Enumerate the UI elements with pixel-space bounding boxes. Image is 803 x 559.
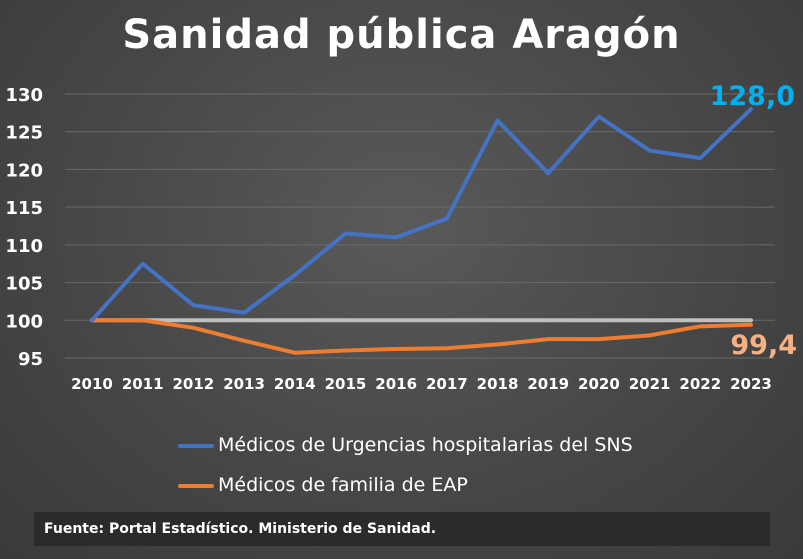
y-tick-label-95: 95: [18, 349, 43, 370]
series-line-familia: [90, 318, 753, 355]
x-tick-label-2022: 2022: [679, 375, 721, 393]
end-label-familia: 99,4: [730, 330, 797, 361]
x-tick-label-2023: 2023: [730, 375, 772, 393]
source-box: Fuente: Portal Estadístico. Ministerio d…: [34, 512, 770, 546]
y-tick-label-110: 110: [5, 236, 43, 257]
x-tick-label-2017: 2017: [426, 375, 468, 393]
chart-title: Sanidad pública Aragón: [122, 12, 681, 58]
y-tick-label-120: 120: [5, 160, 43, 181]
legend-swatch-urgencias: [178, 444, 214, 448]
legend-label-familia: Médicos de familia de EAP: [218, 474, 468, 496]
source-text: Fuente: Portal Estadístico. Ministerio d…: [44, 521, 437, 537]
x-tick-label-2010: 2010: [71, 375, 113, 393]
x-tick-label-2016: 2016: [375, 375, 417, 393]
end-label-urgencias: 128,0: [710, 81, 795, 112]
legend-swatch-familia: [178, 484, 214, 488]
x-tick-label-2013: 2013: [223, 375, 265, 393]
x-tick-label-2020: 2020: [578, 375, 620, 393]
x-tick-label-2011: 2011: [122, 375, 164, 393]
legend-label-urgencias: Médicos de Urgencias hospitalarias del S…: [218, 434, 633, 456]
y-tick-label-105: 105: [5, 274, 43, 295]
x-tick-label-2021: 2021: [629, 375, 671, 393]
y-tick-label-100: 100: [5, 311, 43, 332]
x-tick-label-2012: 2012: [173, 375, 215, 393]
x-tick-label-2018: 2018: [477, 375, 519, 393]
y-tick-label-130: 130: [5, 85, 43, 106]
x-tick-label-2019: 2019: [527, 375, 569, 393]
y-tick-label-115: 115: [5, 198, 43, 219]
series-line-urgencias: [90, 107, 753, 323]
x-tick-label-2014: 2014: [274, 375, 316, 393]
x-tick-label-2015: 2015: [325, 375, 367, 393]
y-tick-label-125: 125: [5, 123, 43, 144]
